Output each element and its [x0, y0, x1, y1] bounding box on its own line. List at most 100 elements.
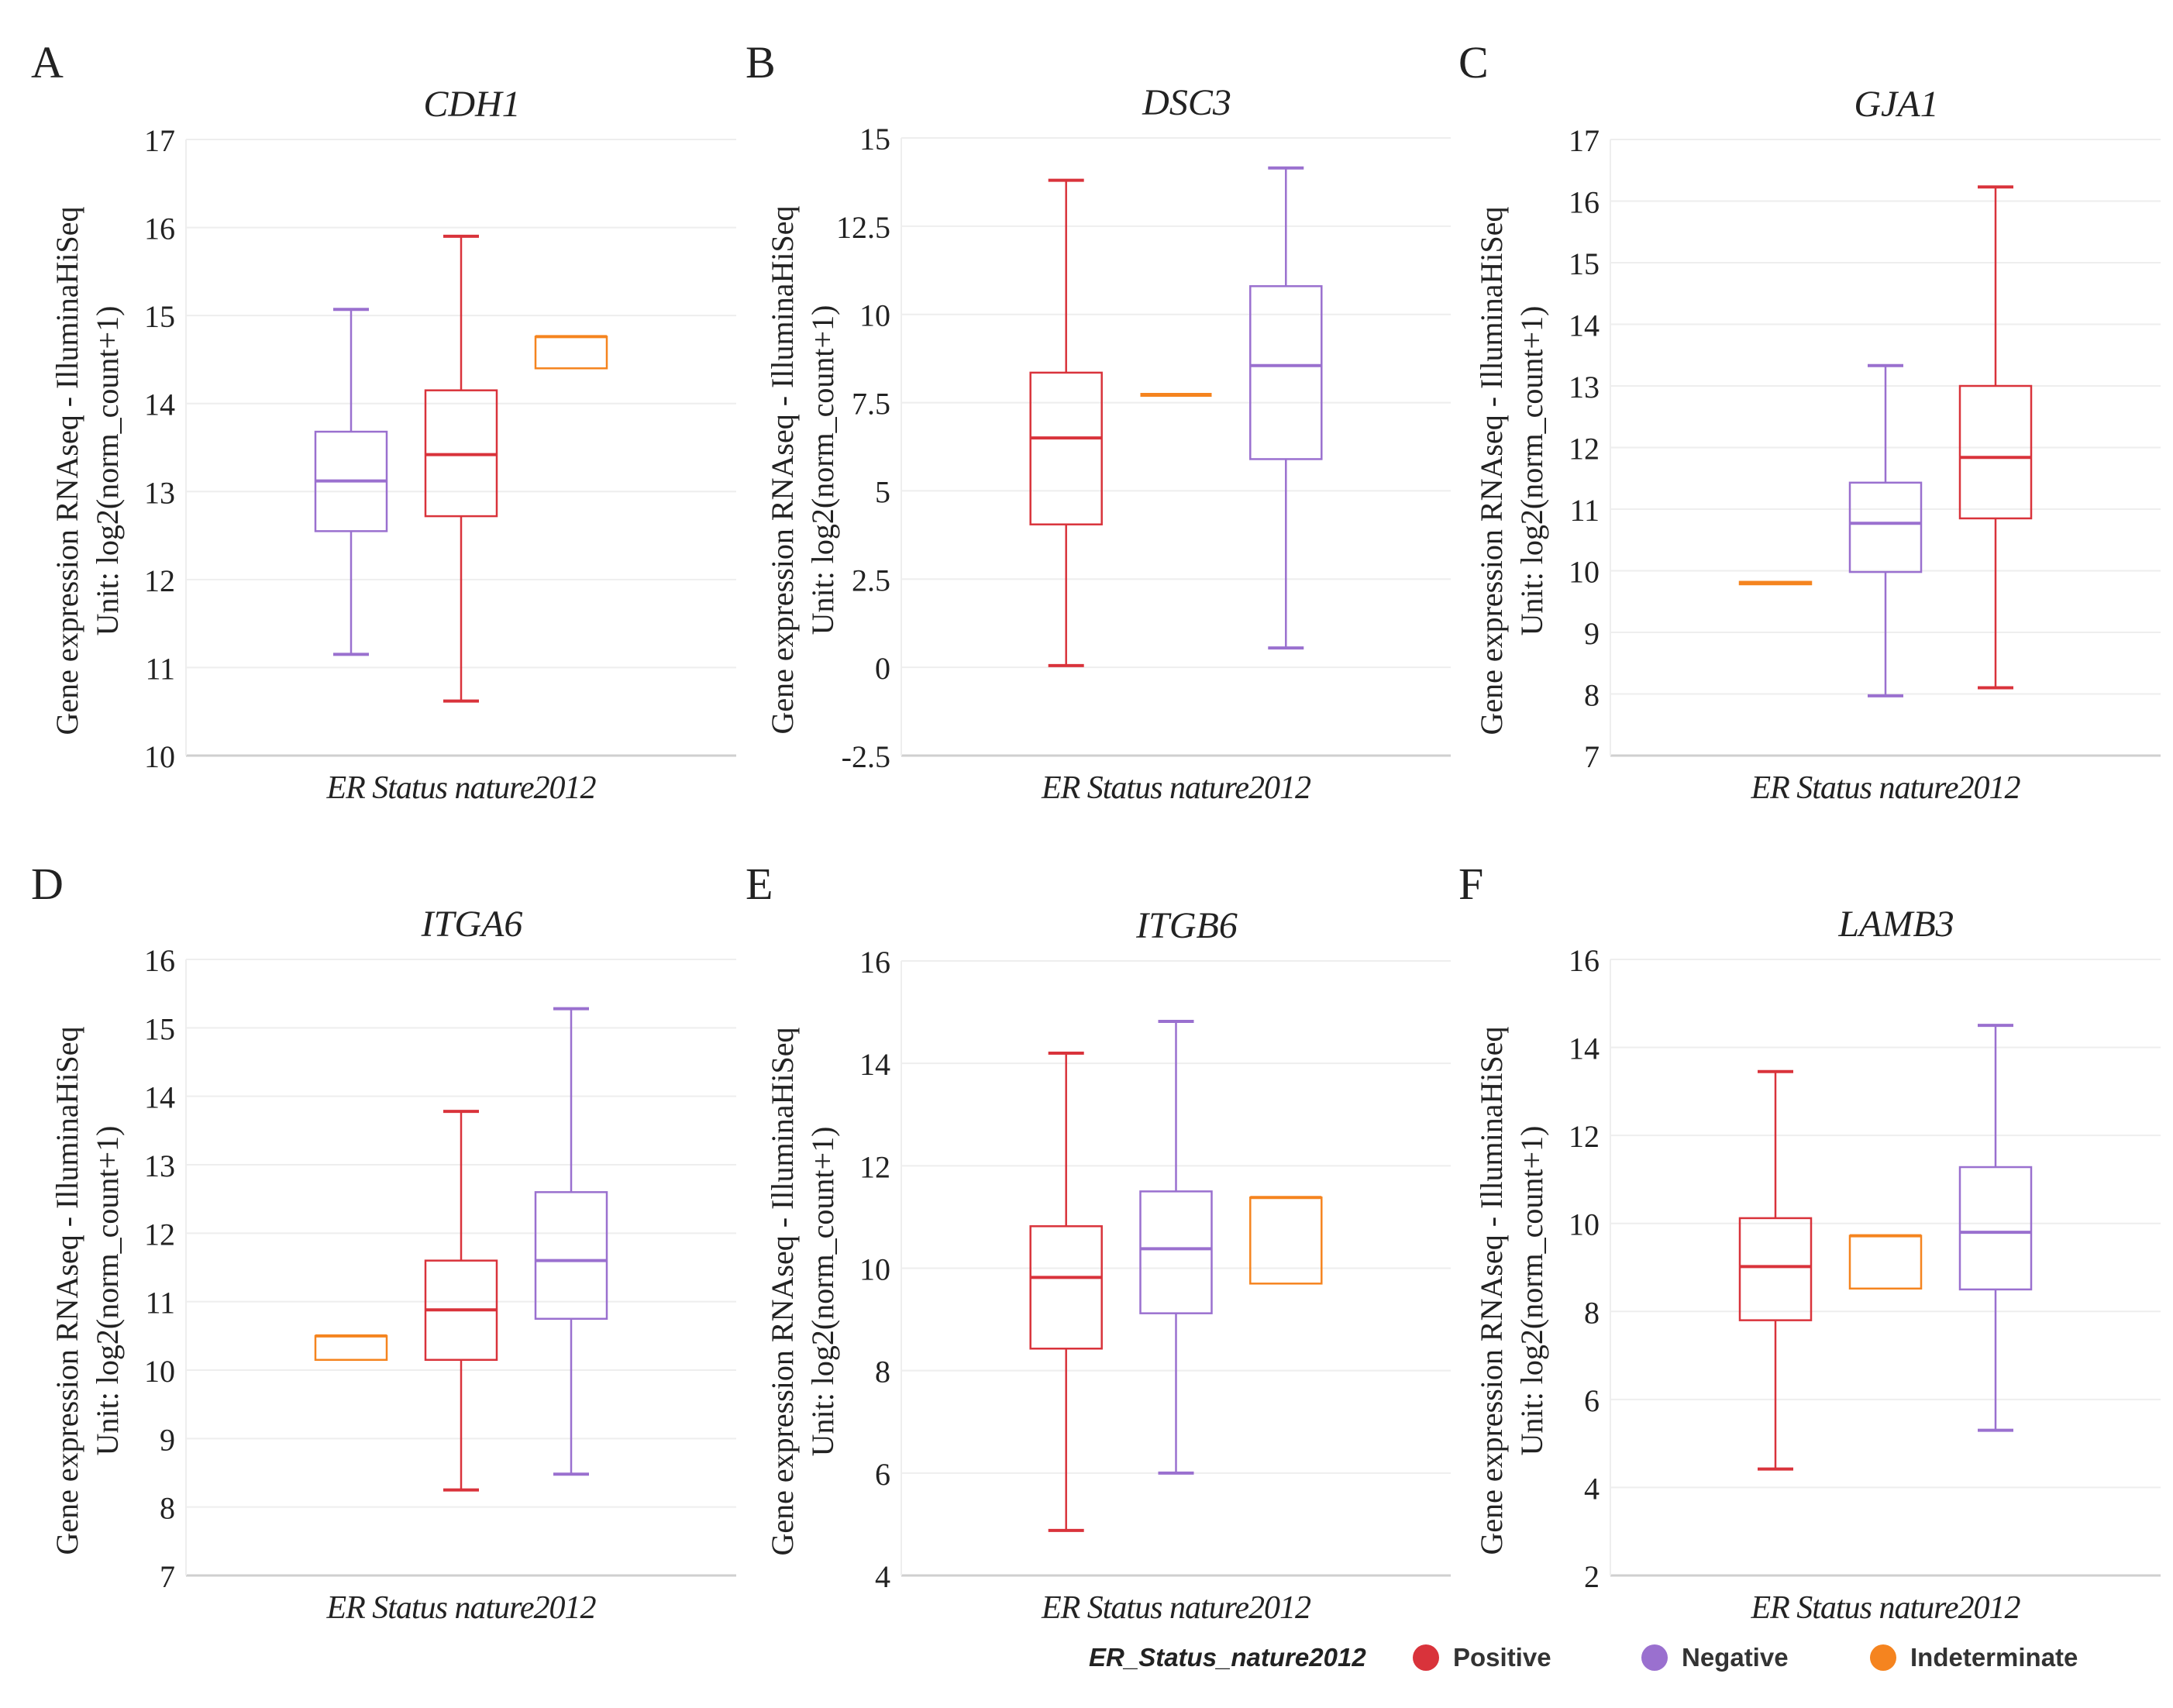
x-axis-label: ER Status nature2012 [325, 770, 596, 806]
panel-letter: A [31, 37, 64, 88]
legend-swatch [1870, 1644, 1896, 1671]
box-positive [424, 1110, 498, 1492]
y-axis-label-line1: Gene expression RNAseq - IlluminaHiSeq [765, 1027, 800, 1555]
y-axis-label-line1: Gene expression RNAseq - IlluminaHiSeq [50, 206, 84, 735]
y-tick-label: 5 [875, 474, 890, 509]
legend-item-negative: Negative [1641, 1643, 1789, 1672]
y-tick-label: 16 [1569, 943, 1600, 978]
x-axis-label: ER Status nature2012 [1750, 770, 2020, 806]
y-tick-label: 8 [1584, 1295, 1600, 1330]
y-axis-label-line2: Unit: log2(norm_count+1) [805, 305, 840, 635]
y-tick-label: 16 [859, 945, 890, 980]
y-axis-label-line1: Gene expression RNAseq - IlluminaHiSeq [50, 1026, 84, 1555]
y-tick-label: 10 [1569, 1207, 1600, 1242]
y-tick-label: 9 [1584, 616, 1600, 651]
chart-title: ITGA6 [421, 904, 523, 945]
box-indeterminate [1249, 1196, 1323, 1285]
legend-item-positive: Positive [1413, 1643, 1551, 1672]
box-negative [1958, 1024, 2033, 1432]
y-tick-label: 13 [144, 475, 175, 510]
y-tick-label: 10 [859, 1252, 890, 1287]
panel-A: A CDH1 10 11 12 13 14 15 16 17 Gene expression RNA… [31, 37, 736, 806]
y-tick-label: 10 [859, 298, 890, 333]
y-tick-label: 16 [1569, 185, 1600, 220]
panel-letter: C [1458, 37, 1489, 88]
y-tick-label: 13 [1569, 370, 1600, 405]
y-tick-label: 7.5 [852, 387, 890, 422]
chart-title: DSC3 [1142, 82, 1231, 123]
y-tick-label: 9 [160, 1422, 175, 1457]
y-axis-label-line2: Unit: log2(norm_count+1) [805, 1127, 840, 1457]
y-tick-label: 10 [1569, 555, 1600, 590]
y-tick-label: 6 [875, 1457, 890, 1492]
y-tick-label: 13 [144, 1148, 175, 1183]
box-negative [534, 1007, 608, 1476]
legend-swatch [1641, 1644, 1668, 1671]
box-positive [1958, 185, 2033, 690]
y-tick-label: 7 [160, 1559, 175, 1594]
iqr-box [1848, 1235, 1923, 1290]
y-tick-label: 11 [145, 651, 175, 686]
iqr-box [1958, 1166, 2033, 1291]
y-tick-label: 16 [144, 943, 175, 978]
y-tick-label: 12 [859, 1149, 890, 1184]
panel-E: E ITGB6 4 6 8 10 12 14 16 Gene expression RNAseq … [746, 859, 1451, 1626]
y-tick-label: 14 [144, 387, 175, 422]
iqr-box [1738, 1217, 1813, 1321]
iqr-box [1139, 1190, 1213, 1314]
box-indeterminate [1738, 580, 1813, 586]
iqr-box [534, 336, 608, 370]
y-tick-label: 11 [145, 1286, 175, 1321]
iqr-box [1249, 1197, 1323, 1285]
iqr-box [1029, 1225, 1103, 1350]
iqr-box [1848, 481, 1923, 573]
y-tick-label: 10 [144, 739, 175, 774]
panel-B: B DSC3 -2.5 0 2.5 5 7.5 10 12.5 15 Gene expression… [746, 37, 1451, 806]
iqr-box [1958, 384, 2033, 520]
chart-title: GJA1 [1854, 84, 1938, 125]
panels-group: A CDH1 10 11 12 13 14 15 16 17 Gene expression RNA… [31, 37, 2161, 1626]
panel-letter: F [1458, 859, 1483, 909]
y-tick-label: 14 [859, 1047, 890, 1082]
y-axis-label-line2: Unit: log2(norm_count+1) [1514, 1126, 1549, 1456]
legend-label: Indeterminate [1910, 1643, 2078, 1672]
y-axis-label-line2: Unit: log2(norm_count+1) [90, 306, 125, 636]
x-axis-label: ER Status nature2012 [325, 1590, 596, 1626]
chart-title: LAMB3 [1837, 904, 1954, 945]
box-indeterminate [1848, 1234, 1923, 1290]
y-tick-label: 6 [1584, 1383, 1600, 1418]
y-tick-label: -2.5 [842, 739, 890, 774]
y-axis-label-line1: Gene expression RNAseq - IlluminaHiSeq [1474, 206, 1509, 735]
legend-label: Negative [1682, 1643, 1789, 1672]
y-axis-label-line1: Gene expression RNAseq - IlluminaHiSeq [765, 205, 800, 734]
box-positive [1738, 1069, 1813, 1471]
y-tick-label: 15 [144, 299, 175, 334]
box-positive [1029, 1051, 1103, 1532]
panel-C: C GJA1 7 8 9 10 11 12 13 14 15 16 17 Gene expression … [1458, 37, 2161, 806]
y-tick-label: 10 [144, 1354, 175, 1389]
panel-letter: B [746, 37, 776, 88]
y-tick-label: 17 [144, 123, 175, 158]
chart-title: ITGB6 [1135, 905, 1238, 946]
iqr-box [534, 1191, 608, 1321]
y-tick-label: 4 [1584, 1471, 1600, 1506]
panel-D: D ITGA6 7 8 9 10 11 12 13 14 15 16 Gene expression R… [31, 859, 736, 1626]
panel-letter: E [746, 859, 773, 909]
y-tick-label: 15 [859, 122, 890, 157]
y-tick-label: 8 [160, 1491, 175, 1526]
box-positive [1029, 178, 1103, 667]
box-negative [1848, 363, 1923, 697]
y-tick-label: 14 [1569, 1031, 1600, 1066]
box-indeterminate [534, 335, 608, 370]
y-tick-label: 12 [1569, 432, 1600, 467]
panel-F: F LAMB3 2 4 6 8 10 12 14 16 Gene expression RNAseq… [1458, 859, 2161, 1626]
box-negative [314, 308, 388, 656]
panel-letter: D [31, 859, 64, 909]
x-axis-label: ER Status nature2012 [1041, 770, 1311, 806]
y-tick-label: 17 [1569, 123, 1600, 158]
legend-label: Positive [1453, 1643, 1551, 1672]
y-tick-label: 15 [144, 1011, 175, 1046]
y-tick-label: 12 [144, 563, 175, 598]
y-tick-label: 14 [1569, 308, 1600, 343]
